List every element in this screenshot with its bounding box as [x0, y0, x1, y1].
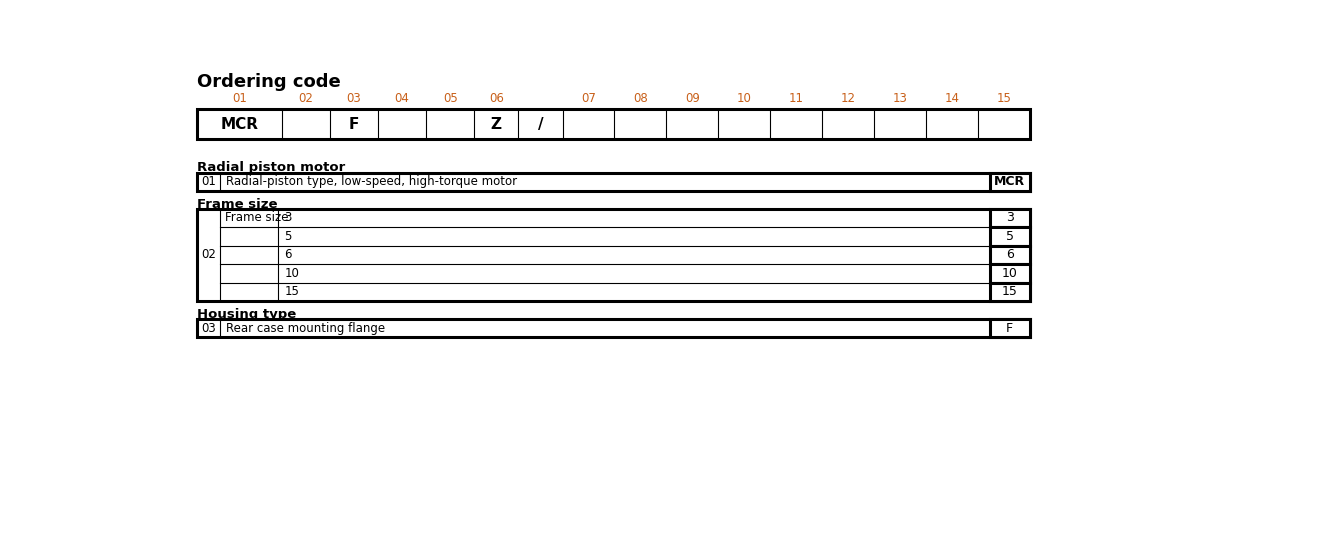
Text: Housing type: Housing type [196, 308, 296, 321]
Bar [989, 246, 1030, 264]
Text: 02: 02 [298, 92, 313, 105]
Bar [196, 109, 1030, 140]
Text: 01: 01 [202, 175, 216, 188]
Text: 08: 08 [633, 92, 648, 105]
Text: 15: 15 [1001, 285, 1017, 298]
Bar [196, 319, 1030, 337]
Text: 15: 15 [996, 92, 1012, 105]
Text: 10: 10 [1001, 267, 1017, 280]
Text: MCR: MCR [220, 117, 259, 132]
Text: F: F [349, 117, 359, 132]
Text: Rear case mounting flange: Rear case mounting flange [227, 321, 386, 335]
Text: 07: 07 [581, 92, 595, 105]
Text: Z: Z [491, 117, 501, 132]
Text: 02: 02 [202, 248, 216, 261]
Text: 10: 10 [737, 92, 752, 105]
Text: 01: 01 [232, 92, 247, 105]
Text: 6: 6 [284, 248, 292, 261]
Text: 6: 6 [1006, 248, 1013, 261]
Text: MCR: MCR [994, 175, 1025, 188]
Text: 04: 04 [395, 92, 410, 105]
Text: 15: 15 [284, 285, 300, 298]
Text: 3: 3 [284, 212, 292, 224]
Text: 10: 10 [284, 267, 300, 280]
Text: 06: 06 [489, 92, 504, 105]
Bar [989, 282, 1030, 301]
Text: Radial piston motor: Radial piston motor [196, 161, 345, 174]
Bar [196, 173, 1030, 191]
Text: Radial-piston type, low-speed, high-torque motor: Radial-piston type, low-speed, high-torq… [227, 175, 517, 188]
Text: 09: 09 [686, 92, 700, 105]
Text: 03: 03 [202, 321, 216, 335]
Text: 03: 03 [346, 92, 362, 105]
Bar [196, 209, 1030, 301]
Text: 14: 14 [944, 92, 960, 105]
Text: 13: 13 [892, 92, 907, 105]
Text: Frame size: Frame size [224, 212, 288, 224]
Text: 5: 5 [284, 230, 292, 243]
Bar [989, 264, 1030, 282]
Text: 05: 05 [443, 92, 457, 105]
Text: Ordering code: Ordering code [196, 72, 341, 91]
Text: 3: 3 [1006, 212, 1013, 224]
Bar [989, 173, 1030, 191]
Text: 11: 11 [789, 92, 804, 105]
Bar [989, 319, 1030, 337]
Bar [989, 209, 1030, 227]
Text: 12: 12 [841, 92, 855, 105]
Text: 5: 5 [1005, 230, 1013, 243]
Text: /: / [537, 117, 544, 132]
Text: Frame size: Frame size [196, 198, 277, 211]
Text: F: F [1006, 321, 1013, 335]
Bar [989, 227, 1030, 246]
